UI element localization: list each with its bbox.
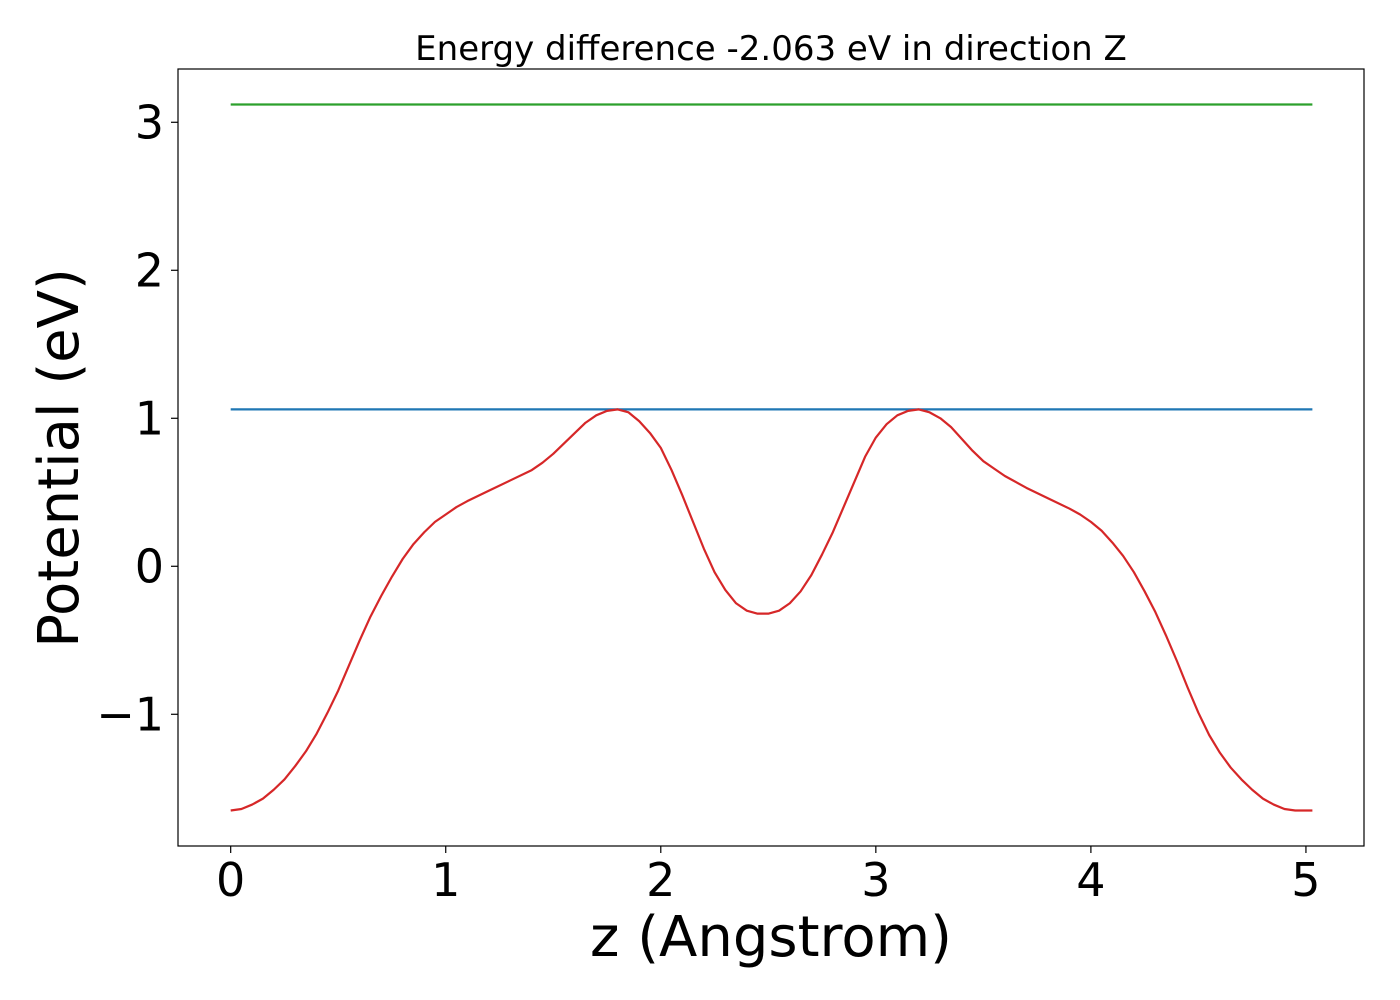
y-axis-label: Potential (eV)	[27, 268, 92, 648]
series-layer	[230, 103, 1313, 812]
series-line-0	[230, 408, 1313, 812]
x-axis-label: z (Angstrom)	[590, 905, 952, 970]
chart-title: Energy difference -2.063 eV in direction…	[415, 29, 1127, 69]
y-tick-label: 0	[135, 539, 164, 593]
x-ticks: 0 1 2 3 4 5	[216, 846, 1321, 907]
x-tick-label: 0	[216, 853, 245, 907]
x-tick-label: 4	[1076, 853, 1105, 907]
x-tick-label: 2	[646, 853, 675, 907]
x-tick-label: 1	[431, 853, 460, 907]
y-tick-label: 1	[135, 391, 164, 445]
y-ticks: −1 0 1 2 3	[96, 95, 178, 741]
x-tick-label: 3	[861, 853, 890, 907]
y-tick-label: 2	[135, 243, 164, 297]
plot-frame	[177, 68, 1365, 847]
x-tick-label: 5	[1291, 853, 1320, 907]
y-tick-label: 3	[135, 95, 164, 149]
y-tick-label: −1	[96, 687, 164, 741]
